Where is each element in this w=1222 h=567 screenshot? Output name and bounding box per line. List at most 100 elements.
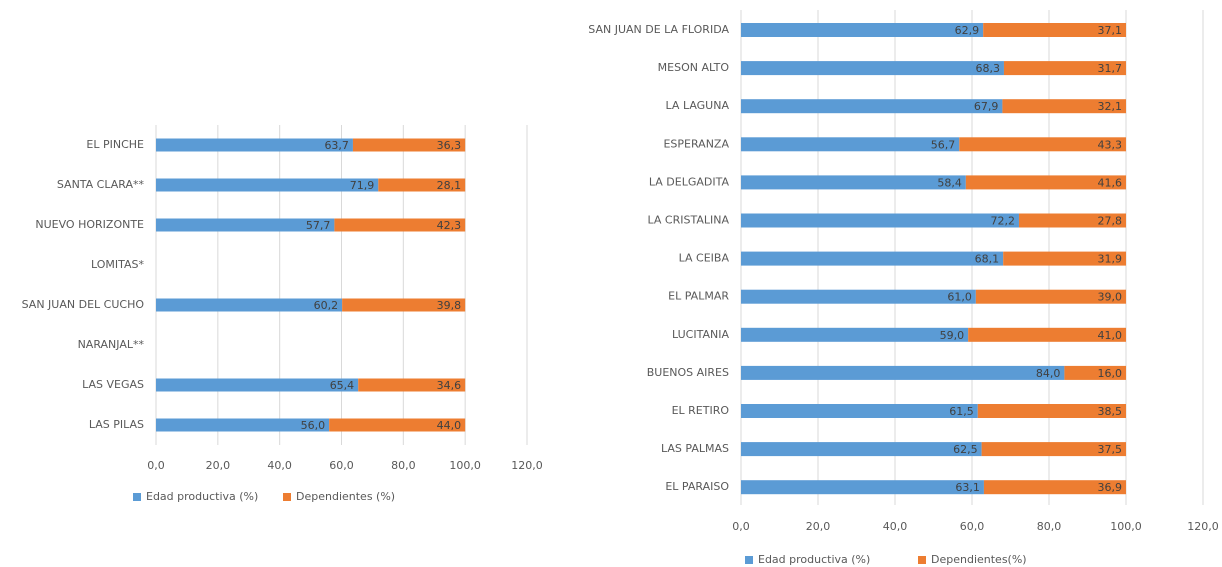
data-label: 68,3 [975,62,1000,75]
data-label: 57,7 [306,219,331,232]
data-label: 27,8 [1098,215,1123,228]
data-label: 60,2 [314,299,339,312]
x-tick-label: 100,0 [1110,520,1142,533]
data-label: 62,9 [955,24,980,37]
data-label: 63,1 [955,481,980,494]
y-tick-label: SANTA CLARA** [57,178,145,191]
bar-segment [352,138,466,152]
bar-segment [741,404,978,418]
bar-segment [965,175,1126,190]
y-tick-label: EL PARAISO [665,480,729,493]
bar-segment [983,480,1126,495]
bar-segment [977,404,1126,418]
legend-swatch [745,556,753,564]
y-tick-label: LOMITAS* [91,258,145,271]
data-label: 16,0 [1098,367,1123,380]
y-tick-label: SAN JUAN DEL CUCHO [22,298,145,311]
y-tick-label: MESON ALTO [658,61,730,74]
data-label: 56,7 [931,138,956,151]
bar-segment [981,442,1126,457]
bar-segment [156,298,343,312]
y-tick-label: EL RETIRO [672,404,730,417]
data-label: 31,9 [1098,253,1123,266]
y-tick-label: LUCITANIA [672,328,729,341]
bar-segment [741,365,1065,380]
x-tick-label: 80,0 [1037,520,1062,533]
bar-segment [334,218,466,232]
data-label: 61,5 [949,405,974,418]
bar-segment [975,289,1126,304]
y-tick-label: LAS VEGAS [82,378,144,391]
y-tick-label: NUEVO HORIZONTE [35,218,144,231]
bar-segment [156,138,353,152]
y-tick-label: NARANJAL** [78,338,145,351]
bar-segment [741,99,1003,114]
bar-segment [741,442,982,457]
legend-label: Dependientes (%) [296,490,395,503]
data-label: 65,4 [330,379,355,392]
x-tick-label: 80,0 [391,459,416,472]
x-tick-label: 100,0 [449,459,481,472]
legend-label: Dependientes(%) [931,553,1027,566]
data-label: 62,5 [953,443,978,456]
x-tick-label: 0,0 [147,459,165,472]
legend-swatch [283,493,291,501]
y-tick-label: LA DELGADITA [649,175,730,188]
y-tick-label: LA LAGUNA [666,99,730,112]
data-label: 31,7 [1098,62,1123,75]
data-label: 28,1 [437,179,462,192]
data-label: 37,5 [1098,443,1123,456]
legend-swatch [918,556,926,564]
x-tick-label: 20,0 [806,520,831,533]
bar-segment [741,213,1019,228]
data-label: 36,9 [1098,481,1123,494]
data-label: 43,3 [1098,138,1123,151]
bar-segment [156,218,335,232]
data-label: 84,0 [1036,367,1061,380]
data-label: 68,1 [975,253,1000,266]
data-label: 36,3 [437,139,462,152]
data-label: 59,0 [940,329,965,342]
bar-segment [968,327,1126,342]
data-label: 44,0 [437,419,462,432]
y-tick-label: EL PALMAR [668,290,729,303]
data-label: 67,9 [974,100,999,113]
bar-segment [156,418,330,432]
bar-segment [741,480,984,495]
bar-segment [1064,365,1126,380]
x-tick-label: 60,0 [960,520,985,533]
x-tick-label: 0,0 [732,520,750,533]
bar-segment [1003,251,1126,266]
y-tick-label: BUENOS AIRES [647,366,729,379]
bar-segment [741,289,976,304]
legend-label: Edad productiva (%) [146,490,258,503]
x-tick-label: 120,0 [511,459,543,472]
bar-segment [1002,99,1126,114]
data-label: 61,0 [947,291,972,304]
bar-segment [329,418,466,432]
data-label: 56,0 [301,419,326,432]
bar-segment [741,327,969,342]
y-tick-label: LA CRISTALINA [648,214,730,227]
data-label: 58,4 [937,176,962,189]
legend-swatch [133,493,141,501]
bar-segment [741,137,960,152]
y-tick-label: LAS PILAS [89,418,144,431]
data-label: 42,3 [437,219,462,232]
data-label: 39,0 [1098,291,1123,304]
data-label: 41,6 [1098,176,1123,189]
bar-segment [741,175,966,190]
data-label: 34,6 [437,379,462,392]
bar-segment [358,378,466,392]
bar-segment [156,178,379,192]
x-tick-label: 40,0 [267,459,292,472]
data-label: 41,0 [1098,329,1123,342]
y-tick-label: LA CEIBA [679,252,730,265]
x-tick-label: 120,0 [1187,520,1219,533]
bar-segment [1003,61,1126,76]
bar-segment [983,23,1126,37]
x-tick-label: 20,0 [206,459,231,472]
bar-segment [1018,213,1126,228]
bar-segment [741,251,1004,266]
